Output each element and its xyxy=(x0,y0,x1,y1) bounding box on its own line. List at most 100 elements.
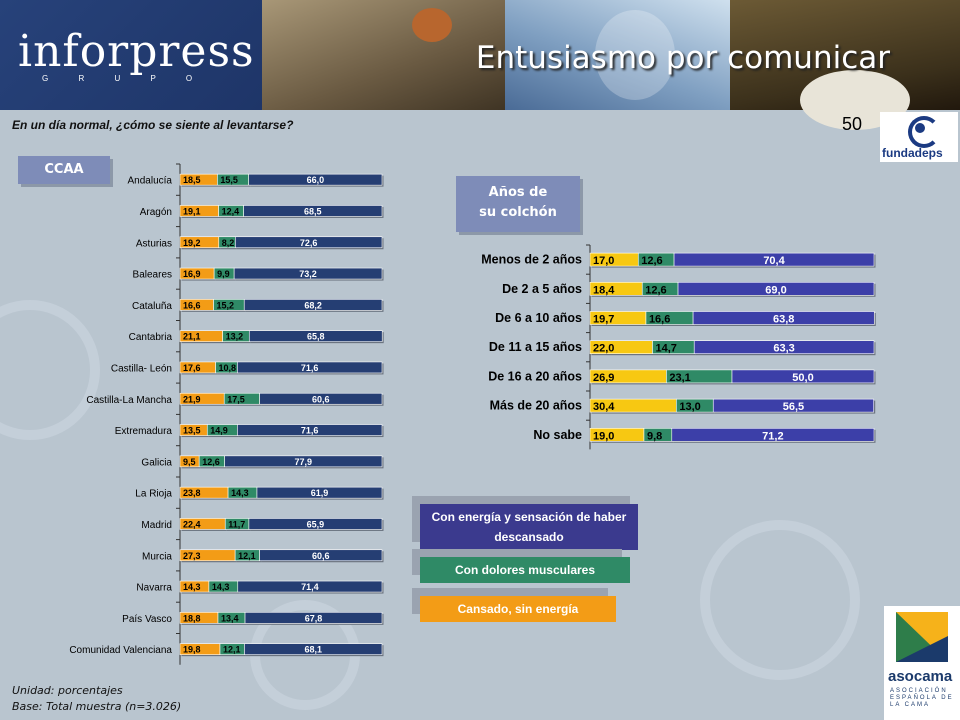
asocama-logo-subtext: ASOCIACIÓN ESPAÑOLA DE LA CAMA xyxy=(890,688,954,708)
data-label: 12,1 xyxy=(238,551,256,561)
inforpress-logo-sub: G R U P O xyxy=(42,74,207,83)
bar-segment xyxy=(692,311,875,325)
category-label: Galicia xyxy=(141,457,172,468)
header-photo-3 xyxy=(505,0,730,110)
category-label: Cantabria xyxy=(129,332,173,343)
data-label: 70,4 xyxy=(763,255,785,267)
data-label: 19,8 xyxy=(183,645,201,655)
category-label: Más de 20 años xyxy=(490,399,582,413)
data-label: 61,9 xyxy=(311,488,329,498)
data-label: 63,3 xyxy=(773,343,794,355)
header-banner: inforpress G R U P O Entusiasmo por comu… xyxy=(0,0,960,130)
bar-segment xyxy=(671,427,875,442)
category-label: Asturias xyxy=(136,238,172,249)
data-label: 68,2 xyxy=(304,300,322,310)
bar-segment xyxy=(677,281,875,296)
category-label: Castilla-La Mancha xyxy=(86,395,172,406)
data-label: 13,5 xyxy=(183,426,201,436)
category-label: Madrid xyxy=(141,520,172,531)
data-label: 18,8 xyxy=(183,613,201,623)
data-label: 21,9 xyxy=(183,394,201,404)
header-photo-4 xyxy=(730,0,960,130)
header-photo-2 xyxy=(262,0,505,110)
bar-segment xyxy=(256,486,383,499)
fundadeps-logo-text: fundadeps xyxy=(882,146,943,160)
data-label: 11,7 xyxy=(228,519,245,529)
data-label: 68,5 xyxy=(304,206,322,216)
bar-segment xyxy=(248,173,383,186)
data-label: 67,8 xyxy=(305,613,323,623)
data-label: 14,9 xyxy=(210,426,228,436)
legend-tired: Cansado, sin energía xyxy=(420,596,616,622)
data-label: 17,0 xyxy=(593,255,614,267)
data-label: 69,0 xyxy=(765,284,786,296)
data-label: 17,6 xyxy=(183,363,201,373)
category-label: Extremadura xyxy=(115,426,173,437)
data-label: 14,3 xyxy=(183,582,201,592)
data-label: 21,1 xyxy=(183,332,201,342)
data-label: 13,0 xyxy=(679,401,700,413)
category-label: Baleares xyxy=(133,270,172,281)
legend-muscle-pain: Con dolores musculares xyxy=(420,557,630,583)
header-photo-1: inforpress G R U P O xyxy=(0,0,262,110)
data-label: 16,6 xyxy=(649,314,670,326)
data-label: 63,8 xyxy=(773,314,794,326)
data-label: 77,9 xyxy=(295,457,313,467)
data-label: 16,6 xyxy=(183,300,201,310)
bar-segment xyxy=(224,455,383,468)
years-badge-line1: Años de xyxy=(488,185,548,200)
data-label: 19,0 xyxy=(593,430,614,442)
data-label: 18,4 xyxy=(593,284,615,296)
data-label: 71,4 xyxy=(301,582,319,592)
bar-segment xyxy=(237,424,383,436)
page-number: 50 xyxy=(842,114,863,134)
category-label: Aragón xyxy=(140,207,172,218)
data-label: 17,5 xyxy=(227,394,245,404)
data-label: 9,8 xyxy=(647,430,662,442)
bar-segment xyxy=(259,549,383,562)
inforpress-logo: inforpress xyxy=(18,26,255,77)
data-label: 12,6 xyxy=(645,284,666,296)
data-label: 14,3 xyxy=(212,582,230,592)
bar-segment xyxy=(712,398,875,413)
data-label: 27,3 xyxy=(183,551,201,561)
data-label: 65,9 xyxy=(307,519,325,529)
data-label: 9,9 xyxy=(217,269,230,279)
category-label: De 16 a 20 años xyxy=(488,369,582,383)
bar-segment xyxy=(237,361,383,374)
data-label: 14,7 xyxy=(655,343,676,355)
data-label: 19,2 xyxy=(183,238,201,248)
category-label: Murcia xyxy=(142,551,172,562)
category-label: Menos de 2 años xyxy=(481,253,582,267)
page-title: Entusiasmo por comunicar xyxy=(475,40,890,76)
data-label: 23,8 xyxy=(183,488,201,498)
bar-segment xyxy=(243,205,383,217)
data-label: 12,1 xyxy=(223,645,241,655)
bar-segment xyxy=(248,330,383,342)
data-label: 19,1 xyxy=(183,206,201,216)
bar-segment xyxy=(248,518,383,530)
category-label: De 11 a 15 años xyxy=(489,340,582,354)
data-label: 71,6 xyxy=(301,363,319,373)
bar-segment xyxy=(673,252,875,267)
data-label: 15,5 xyxy=(220,175,238,185)
years-badge: Años de su colchón xyxy=(456,176,580,232)
data-label: 30,4 xyxy=(593,401,615,413)
category-label: Andalucía xyxy=(128,176,173,187)
data-label: 14,3 xyxy=(231,488,249,498)
legend-energy: Con energía y sensación de haber descans… xyxy=(420,504,638,550)
bar-segment xyxy=(259,392,383,405)
bar-segment xyxy=(235,236,383,249)
ccaa-badge: CCAA xyxy=(18,156,110,184)
asocama-logo-text: asocama xyxy=(888,668,953,685)
bar-segment xyxy=(244,643,383,655)
category-label: De 6 a 10 años xyxy=(495,311,582,325)
bar-segment xyxy=(693,340,875,355)
data-label: 68,1 xyxy=(304,645,322,655)
data-label: 12,4 xyxy=(222,206,240,216)
bar-segment xyxy=(233,267,383,280)
category-label: Cataluña xyxy=(132,301,172,312)
data-label: 12,6 xyxy=(202,457,220,467)
data-label: 23,1 xyxy=(669,372,690,384)
